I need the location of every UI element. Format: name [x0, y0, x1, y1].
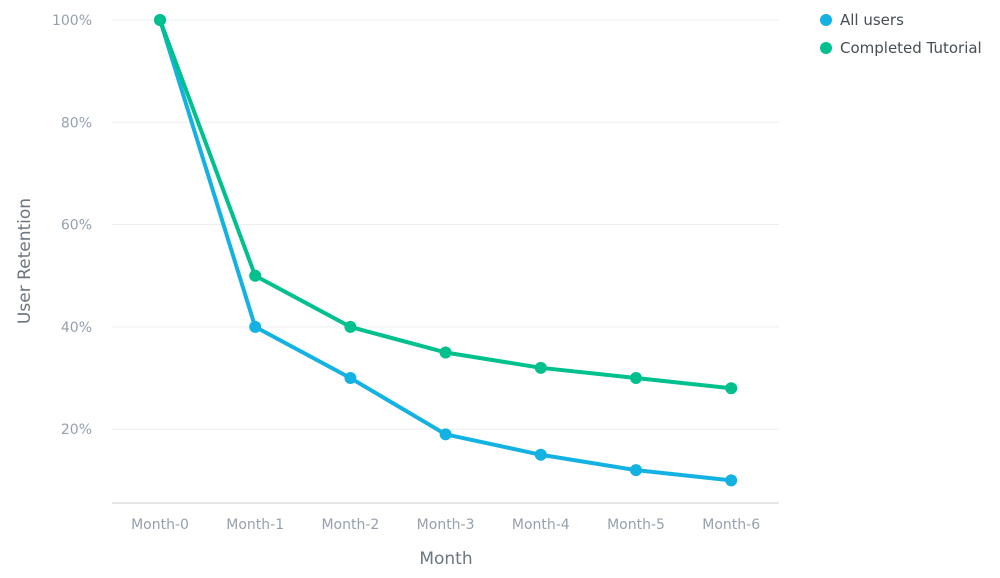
legend-marker — [820, 14, 832, 26]
series-1 — [154, 14, 738, 487]
series-group — [154, 14, 738, 487]
series-2 — [154, 14, 738, 395]
x-tick-label: Month-5 — [607, 517, 665, 533]
data-point[interactable] — [534, 448, 547, 461]
data-point[interactable] — [249, 269, 262, 282]
data-point[interactable] — [630, 372, 642, 385]
y-axis-title: User Retention — [15, 198, 35, 324]
data-point[interactable] — [344, 320, 357, 333]
series-line — [158, 18, 734, 391]
x-tick-label: Month-3 — [417, 517, 475, 533]
x-tick-label: Month-2 — [321, 517, 379, 533]
data-point[interactable] — [534, 361, 547, 374]
y-axis-ticks: 20% 40% 60% 80% 100% — [52, 13, 92, 438]
x-tick-label: Month-0 — [131, 517, 189, 533]
legend: All users Completed Tutorial — [820, 11, 982, 57]
y-tick-label: 40% — [61, 320, 92, 336]
legend-item[interactable]: All users — [820, 11, 904, 29]
data-point[interactable] — [725, 474, 738, 487]
y-tick-label: 100% — [52, 13, 92, 29]
data-point[interactable] — [249, 320, 262, 333]
y-tick-label: 60% — [61, 218, 92, 234]
x-axis-title: Month — [419, 549, 472, 569]
legend-label: All users — [840, 11, 904, 29]
legend-label: Completed Tutorial — [840, 39, 982, 57]
x-tick-label: Month-6 — [702, 517, 760, 533]
data-point[interactable] — [630, 464, 642, 477]
x-tick-label: Month-4 — [512, 517, 570, 533]
x-axis-ticks: Month-0 Month-1 Month-2 Month-3 Month-4 Month… — [131, 517, 760, 533]
data-point[interactable] — [439, 346, 452, 359]
x-tick-label: Month-1 — [226, 517, 284, 533]
y-tick-label: 20% — [61, 422, 92, 438]
legend-marker — [820, 42, 832, 54]
y-tick-label: 80% — [61, 115, 92, 131]
data-point[interactable] — [344, 372, 357, 385]
data-point[interactable] — [439, 428, 452, 441]
data-point[interactable] — [154, 14, 166, 26]
legend-item[interactable]: Completed Tutorial — [820, 39, 982, 57]
gridlines — [112, 19, 779, 430]
data-point[interactable] — [725, 382, 738, 395]
